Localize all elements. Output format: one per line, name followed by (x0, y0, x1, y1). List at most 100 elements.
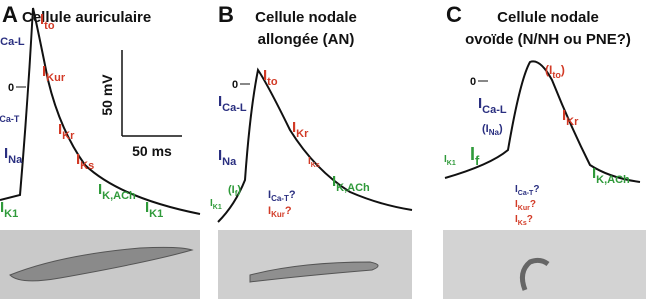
current-label: IKur (42, 63, 66, 84)
current-label: IKs? (515, 214, 533, 227)
current-label-part: to (552, 70, 561, 80)
current-label: IK,ACh (98, 181, 136, 202)
current-label-part: K,ACh (336, 182, 370, 194)
current-label-part: I (58, 121, 62, 138)
current-label-part: Ca-T (0, 114, 20, 124)
current-label: ICa-L (0, 27, 25, 48)
current-label: ICa-T? (515, 184, 539, 197)
current-label-part: Kr (62, 130, 75, 142)
current-label-part: I (444, 154, 447, 165)
action-potential (217, 67, 413, 223)
cell-image (249, 261, 379, 283)
current-label-part: ( (482, 123, 486, 135)
current-label: IKs (308, 156, 320, 169)
current-label: (If) (228, 184, 241, 198)
current-label-part: K1 (4, 208, 18, 220)
current-label: IKur? (515, 199, 536, 212)
panel-title: Cellule auriculaire (22, 9, 151, 26)
current-label-part: Kur (518, 205, 530, 212)
zero-label: 0 (8, 82, 14, 94)
current-label-part: I (549, 63, 552, 77)
action-potential (0, 7, 201, 215)
current-label-part: I (268, 189, 271, 201)
current-label: ICa-T? (268, 189, 296, 203)
current-label-part: I (515, 214, 518, 225)
current-label-part: ? (533, 184, 539, 195)
current-label-part: Na (8, 154, 23, 166)
current-label-part: Kur (46, 72, 66, 84)
current-label-part: I (218, 93, 222, 110)
current-label-part: Kr (296, 128, 309, 140)
current-label-part: K1 (149, 208, 163, 220)
current-label-part: I (232, 184, 235, 196)
current-label-part: K,ACh (596, 174, 630, 186)
current-label-part: Na (489, 128, 500, 137)
current-label: (Ito) (545, 63, 565, 80)
current-label-part: I (98, 181, 102, 198)
current-label-part: f (475, 153, 480, 168)
current-label-part: ? (527, 214, 533, 225)
current-label-part: Ca-L (482, 104, 507, 116)
current-label-part: ? (289, 189, 296, 201)
zero-label: 0 (232, 79, 238, 91)
current-label: IK,ACh (592, 165, 630, 186)
current-label: IK,ACh (332, 173, 370, 194)
current-label-part: to (267, 76, 278, 88)
current-label-part: I (592, 165, 596, 182)
current-label: INa (4, 145, 23, 166)
current-label-part: ) (499, 123, 503, 135)
current-label: INa (218, 147, 237, 168)
action-potential (444, 60, 641, 183)
current-label-part: ? (285, 205, 292, 217)
panel-title: Cellule nodale (255, 9, 357, 26)
current-label-part: I (515, 184, 518, 195)
panel-title: allongée (AN) (258, 31, 355, 48)
current-label-part: I (470, 144, 475, 164)
current-label: IKr (292, 119, 309, 140)
current-label: Ito (263, 67, 278, 88)
current-label-part: ? (530, 199, 536, 210)
current-label-part: I (0, 199, 4, 216)
current-label-part: Ca-L (0, 36, 25, 48)
panel-letter: A (2, 2, 18, 27)
current-label-part: I (292, 119, 296, 136)
current-label: ICa-L (218, 93, 247, 114)
zero-label: 0 (470, 76, 476, 88)
current-label-part: f (235, 189, 238, 198)
current-label-part: K,ACh (102, 190, 136, 202)
current-label-part: K1 (213, 204, 222, 211)
current-label-part: I (263, 67, 267, 84)
panel-title: Cellule nodale (497, 9, 599, 26)
current-label-part: I (210, 198, 213, 209)
current-label: (INa) (482, 123, 503, 137)
current-label-part: I (515, 199, 518, 210)
current-label-part: I (332, 173, 336, 190)
current-label-part: ( (545, 63, 549, 77)
time-scale: 50 ms (132, 143, 172, 159)
current-label: IKr (58, 121, 75, 142)
current-label-part: Ca-L (222, 102, 247, 114)
current-label-part: I (76, 151, 80, 168)
current-label-part: Ks (518, 220, 527, 227)
current-label-part: Ks (80, 160, 94, 172)
current-label: IKur? (268, 205, 292, 219)
current-label-part: I (268, 205, 271, 217)
current-label-part: ( (228, 184, 232, 196)
current-label: Ito (40, 11, 55, 32)
current-label-part: Kur (271, 210, 285, 219)
panel-title: ovoïde (N/NH ou PNE?) (465, 31, 631, 48)
current-label-part: Kr (566, 116, 579, 128)
current-label: ICa-T (0, 107, 20, 124)
current-label: IKr (562, 107, 579, 128)
current-label: IK1 (210, 198, 222, 211)
current-label-part: K1 (447, 160, 456, 167)
panel-letter: C (446, 2, 462, 27)
cell-image (519, 257, 550, 291)
current-label-part: I (308, 156, 311, 167)
current-label: IKs (76, 151, 94, 172)
current-label-part: Ca-T (271, 194, 289, 203)
current-label-part: to (44, 20, 55, 32)
current-label: IK1 (145, 199, 163, 220)
current-label-part: ) (237, 184, 241, 196)
